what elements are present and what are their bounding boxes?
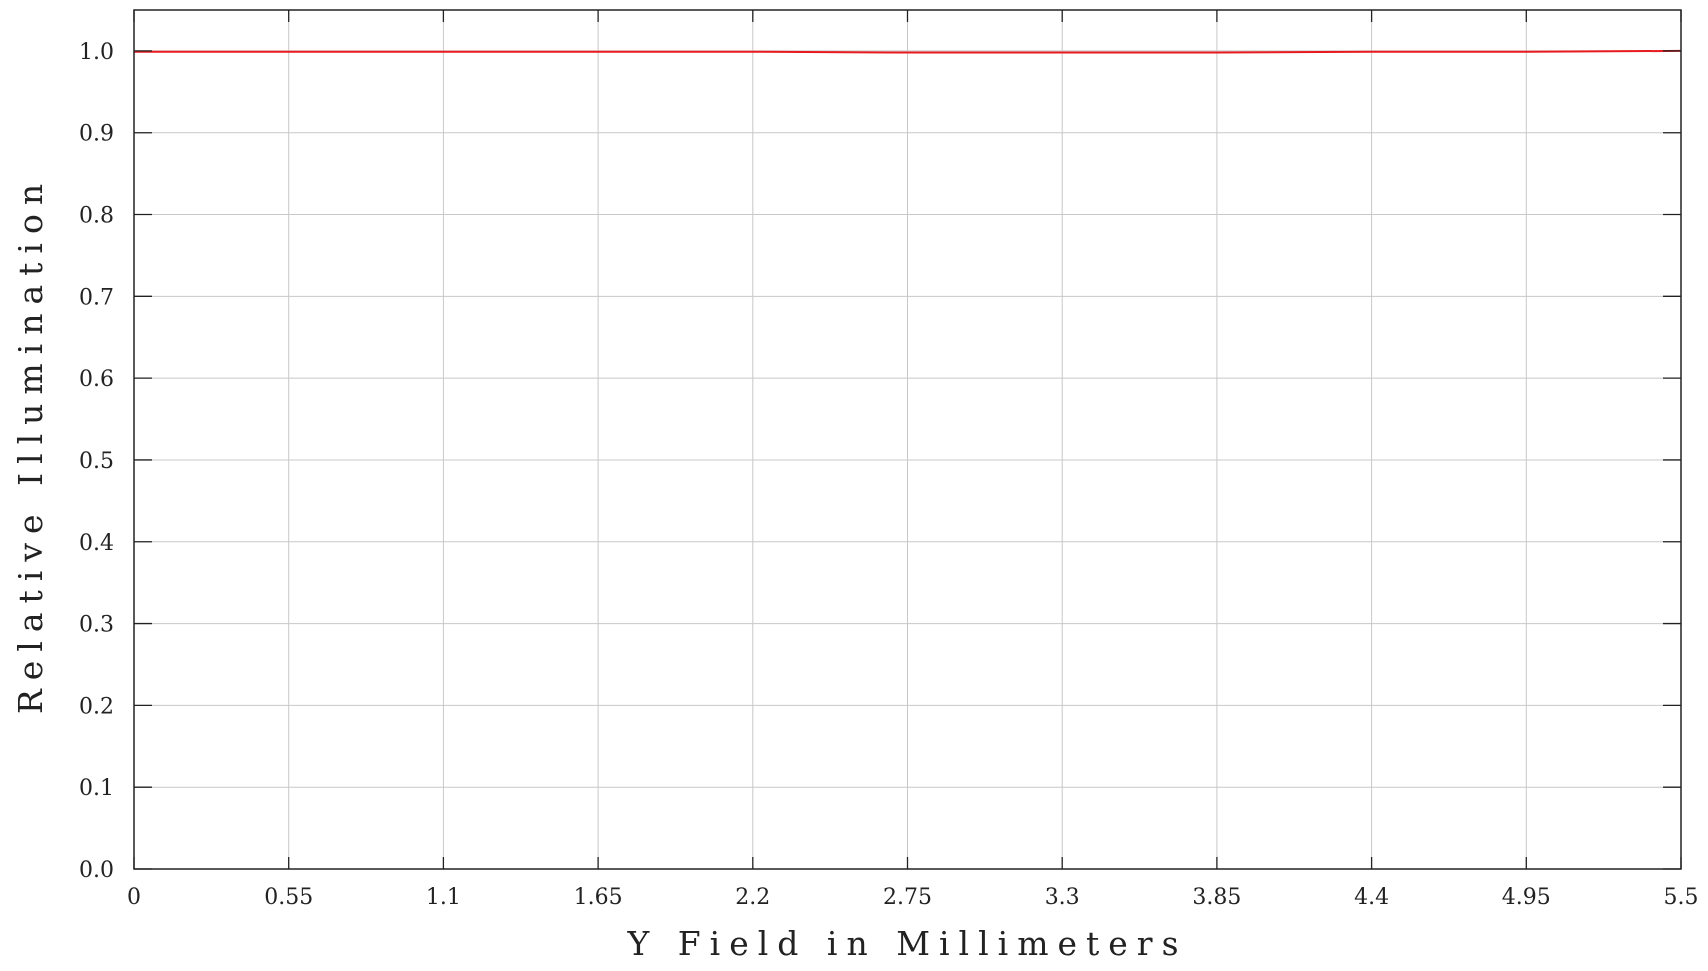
y-tick-label: 0.5 (79, 449, 114, 474)
y-tick-label: 0.0 (79, 858, 114, 883)
axis-ticks (133, 10, 1682, 870)
y-tick-label: 0.3 (79, 613, 114, 638)
x-tick-label: 1.1 (426, 885, 461, 910)
series-layer (134, 49, 1682, 54)
x-tick-label: 3.3 (1045, 885, 1080, 910)
y-tick-label: 0.9 (79, 122, 114, 147)
y-tick-label: 0.4 (79, 531, 114, 556)
series-line (134, 49, 1682, 54)
x-tick-label: 4.4 (1354, 885, 1389, 910)
x-tick-label: 4.95 (1502, 885, 1551, 910)
x-tick-label: 0.55 (264, 885, 313, 910)
y-tick-label: 0.2 (79, 694, 114, 719)
x-tick-label: 1.65 (574, 885, 623, 910)
y-tick-label: 0.1 (79, 776, 114, 801)
y-tick-label: 1.0 (79, 40, 114, 65)
y-axis-title: Relative Illumination (11, 175, 50, 714)
x-tick-label: 2.2 (735, 885, 770, 910)
x-tick-label: 3.85 (1192, 885, 1241, 910)
x-tick-label: 0 (127, 885, 141, 910)
y-tick-label: 0.7 (79, 285, 114, 310)
x-axis-title: Y Field in Millimeters (626, 924, 1187, 963)
x-tick-label: 5.5 (1664, 885, 1699, 910)
grid-lines (134, 10, 1681, 869)
y-tick-label: 0.6 (79, 367, 114, 392)
tick-labels: 0 0.55 1.1 1.65 2.2 2.75 3.3 3.85 4.4 4.95 5.5 0.0 0… (79, 40, 1699, 910)
y-tick-label: 0.8 (79, 204, 114, 229)
x-tick-label: 2.75 (883, 885, 932, 910)
